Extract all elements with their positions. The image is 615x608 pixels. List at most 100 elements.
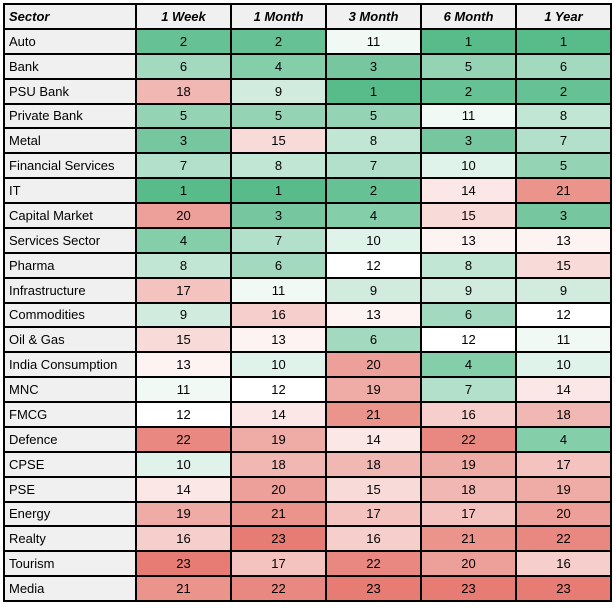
rank-cell-metal-3-month: 8: [327, 129, 420, 153]
sector-cell-mnc: MNC: [5, 378, 135, 401]
rank-cell-oil-gas-1-month: 13: [232, 328, 325, 352]
rank-cell-energy-1-year: 20: [517, 502, 610, 526]
rank-cell-auto-6-month: 1: [422, 29, 515, 53]
rank-cell-realty-3-month: 16: [327, 527, 420, 551]
rank-cell-financial-services-1-week: 7: [137, 154, 230, 178]
sector-cell-cpse: CPSE: [5, 452, 135, 476]
rank-cell-private-bank-1-week: 5: [137, 104, 230, 128]
rank-cell-oil-gas-1-week: 15: [137, 328, 230, 352]
sector-cell-oil-gas: Oil & Gas: [5, 328, 135, 352]
rank-cell-it-1-month: 1: [232, 179, 325, 202]
rank-cell-mnc-1-month: 12: [232, 378, 325, 401]
rank-cell-services-sector-1-month: 7: [232, 228, 325, 252]
rank-cell-bank-6-month: 5: [422, 54, 515, 78]
rank-cell-psu-bank-6-month: 2: [422, 79, 515, 103]
rank-cell-psu-bank-1-year: 2: [517, 79, 610, 103]
rank-cell-oil-gas-3-month: 6: [327, 328, 420, 352]
rank-cell-bank-3-month: 3: [327, 54, 420, 78]
rank-cell-media-6-month: 23: [422, 577, 515, 600]
rank-cell-media-1-year: 23: [517, 577, 610, 600]
rank-cell-mnc-6-month: 7: [422, 378, 515, 401]
sector-cell-metal: Metal: [5, 129, 135, 153]
rank-cell-it-6-month: 14: [422, 179, 515, 202]
rank-cell-financial-services-3-month: 7: [327, 154, 420, 178]
rank-cell-commodities-1-month: 16: [232, 303, 325, 327]
rank-cell-services-sector-6-month: 13: [422, 228, 515, 252]
sector-cell-india-consumption: India Consumption: [5, 353, 135, 377]
rank-cell-media-1-month: 22: [232, 577, 325, 600]
rank-cell-fmcg-3-month: 21: [327, 403, 420, 426]
rank-cell-private-bank-1-month: 5: [232, 104, 325, 128]
rank-cell-india-consumption-1-week: 13: [137, 353, 230, 377]
rank-cell-capital-market-3-month: 4: [327, 204, 420, 227]
rank-cell-auto-1-week: 2: [137, 29, 230, 53]
rank-cell-auto-1-month: 2: [232, 29, 325, 53]
rank-cell-defence-1-week: 22: [137, 427, 230, 451]
rank-cell-tourism-6-month: 20: [422, 552, 515, 576]
rank-cell-metal-1-year: 7: [517, 129, 610, 153]
rank-cell-oil-gas-6-month: 12: [422, 328, 515, 352]
sector-cell-pse: PSE: [5, 477, 135, 501]
rank-cell-india-consumption-6-month: 4: [422, 353, 515, 377]
rank-cell-auto-3-month: 11: [327, 29, 420, 53]
rank-cell-infrastructure-1-year: 9: [517, 278, 610, 302]
rank-cell-tourism-1-year: 16: [517, 552, 610, 576]
rank-cell-realty-6-month: 21: [422, 527, 515, 551]
rank-cell-tourism-1-week: 23: [137, 552, 230, 576]
sector-cell-capital-market: Capital Market: [5, 204, 135, 227]
sector-cell-media: Media: [5, 577, 135, 600]
rank-cell-infrastructure-1-week: 17: [137, 278, 230, 302]
rank-cell-infrastructure-1-month: 11: [232, 278, 325, 302]
rank-cell-financial-services-1-month: 8: [232, 154, 325, 178]
rank-cell-pse-1-week: 14: [137, 477, 230, 501]
rank-cell-pharma-1-week: 8: [137, 253, 230, 277]
rank-cell-oil-gas-1-year: 11: [517, 328, 610, 352]
column-header-1-week: 1 Week: [137, 5, 230, 28]
rank-cell-mnc-1-year: 14: [517, 378, 610, 401]
rank-cell-energy-1-month: 21: [232, 502, 325, 526]
sector-cell-it: IT: [5, 179, 135, 202]
rank-cell-bank-1-year: 6: [517, 54, 610, 78]
rank-cell-bank-1-month: 4: [232, 54, 325, 78]
rank-cell-fmcg-1-year: 18: [517, 403, 610, 426]
rank-cell-capital-market-1-month: 3: [232, 204, 325, 227]
rank-cell-commodities-3-month: 13: [327, 303, 420, 327]
sector-cell-financial-services: Financial Services: [5, 154, 135, 178]
rank-cell-defence-6-month: 22: [422, 427, 515, 451]
rank-cell-metal-1-week: 3: [137, 129, 230, 153]
column-header-6-month: 6 Month: [422, 5, 515, 28]
rank-cell-it-1-year: 21: [517, 179, 610, 202]
rank-cell-media-3-month: 23: [327, 577, 420, 600]
rank-cell-private-bank-1-year: 8: [517, 104, 610, 128]
rank-cell-cpse-1-week: 10: [137, 452, 230, 476]
rank-cell-defence-3-month: 14: [327, 427, 420, 451]
rank-cell-tourism-3-month: 22: [327, 552, 420, 576]
rank-cell-fmcg-1-month: 14: [232, 403, 325, 426]
rank-cell-psu-bank-1-month: 9: [232, 79, 325, 103]
sector-cell-bank: Bank: [5, 54, 135, 78]
rank-cell-commodities-6-month: 6: [422, 303, 515, 327]
rank-cell-pharma-3-month: 12: [327, 253, 420, 277]
rank-cell-mnc-1-week: 11: [137, 378, 230, 401]
sector-cell-defence: Defence: [5, 427, 135, 451]
rank-cell-fmcg-1-week: 12: [137, 403, 230, 426]
rank-cell-it-3-month: 2: [327, 179, 420, 202]
rank-cell-india-consumption-1-month: 10: [232, 353, 325, 377]
rank-cell-realty-1-year: 22: [517, 527, 610, 551]
sector-cell-services-sector: Services Sector: [5, 228, 135, 252]
rank-cell-cpse-6-month: 19: [422, 452, 515, 476]
rank-cell-energy-1-week: 19: [137, 502, 230, 526]
column-header-1-year: 1 Year: [517, 5, 610, 28]
rank-cell-india-consumption-1-year: 10: [517, 353, 610, 377]
rank-cell-pse-3-month: 15: [327, 477, 420, 501]
sector-cell-fmcg: FMCG: [5, 403, 135, 426]
rank-cell-pse-1-year: 19: [517, 477, 610, 501]
rank-cell-realty-1-week: 16: [137, 527, 230, 551]
rank-cell-capital-market-6-month: 15: [422, 204, 515, 227]
rank-cell-it-1-week: 1: [137, 179, 230, 202]
sector-rank-heatmap-table: Sector 1 Week 1 Month 3 Month 6 Month 1 Year A…: [3, 3, 612, 602]
rank-cell-metal-1-month: 15: [232, 129, 325, 153]
sector-cell-realty: Realty: [5, 527, 135, 551]
sector-cell-tourism: Tourism: [5, 552, 135, 576]
